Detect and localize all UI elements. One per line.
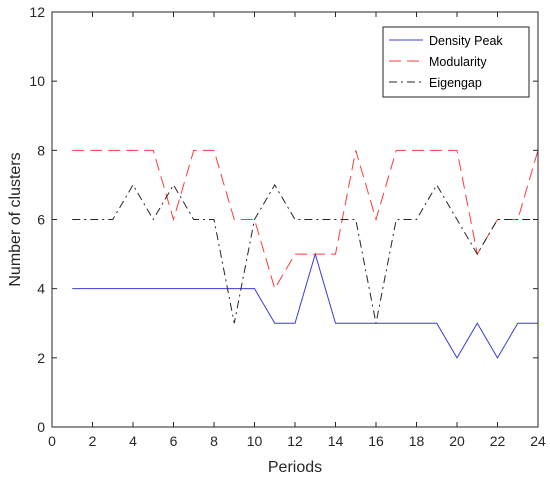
x-tick-label: 4 bbox=[129, 433, 137, 449]
y-tick-label: 8 bbox=[37, 142, 45, 158]
x-tick-label: 22 bbox=[490, 433, 506, 449]
x-tick-label: 20 bbox=[449, 433, 465, 449]
y-tick-label: 0 bbox=[37, 419, 45, 435]
x-tick-label: 10 bbox=[247, 433, 263, 449]
x-tick-label: 8 bbox=[210, 433, 218, 449]
legend-label: Density Peak bbox=[429, 34, 503, 48]
y-tick-label: 4 bbox=[37, 281, 45, 297]
x-axis-label: Periods bbox=[268, 459, 322, 476]
series-line-eigengap bbox=[72, 183, 538, 324]
y-axis-label: Number of clusters bbox=[7, 152, 24, 286]
series-lines bbox=[72, 149, 539, 359]
y-tick-label: 10 bbox=[29, 73, 45, 89]
x-tick-label: 0 bbox=[48, 433, 56, 449]
x-tick-label: 2 bbox=[89, 433, 97, 449]
x-tick-label: 18 bbox=[409, 433, 425, 449]
y-tick-label: 6 bbox=[37, 212, 45, 228]
x-tick-label: 24 bbox=[530, 433, 546, 449]
x-tick-label: 12 bbox=[287, 433, 303, 449]
series-line-density-peak bbox=[72, 252, 538, 359]
x-tick-label: 16 bbox=[368, 433, 384, 449]
series-line-modularity bbox=[72, 149, 539, 290]
y-tick-label: 2 bbox=[37, 350, 45, 366]
axes bbox=[51, 11, 539, 428]
x-tick-label: 6 bbox=[170, 433, 178, 449]
legend-label: Eigengap bbox=[429, 76, 482, 90]
x-tick-label: 14 bbox=[328, 433, 344, 449]
legend: Density Peak Modularity Eigengap bbox=[382, 26, 530, 98]
y-tick-label: 12 bbox=[29, 4, 45, 20]
legend-box bbox=[382, 26, 530, 98]
legend-label: Modularity bbox=[429, 55, 487, 69]
